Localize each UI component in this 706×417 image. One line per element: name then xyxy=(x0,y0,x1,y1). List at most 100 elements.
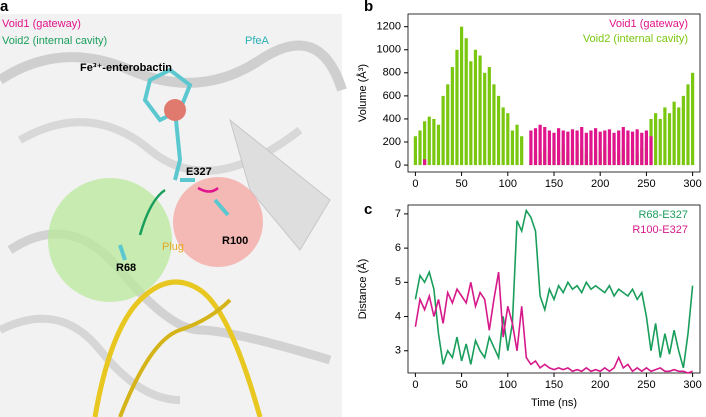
bar xyxy=(492,84,496,166)
bar xyxy=(455,49,459,166)
bar xyxy=(529,130,533,166)
bar xyxy=(672,101,676,166)
bar xyxy=(575,130,579,166)
bar xyxy=(501,107,505,166)
bar xyxy=(552,132,556,166)
x-tick-label: 100 xyxy=(499,379,517,391)
y-tick-label: 5 xyxy=(395,276,401,288)
x-tick-label: 200 xyxy=(591,379,609,391)
bar xyxy=(607,129,612,166)
legend-label: Void2 (internal cavity) xyxy=(2,35,107,47)
bar xyxy=(598,131,602,166)
y-tick-label: 3 xyxy=(395,345,401,357)
x-tick-label: 0 xyxy=(412,178,418,190)
x-tick-label: 200 xyxy=(591,178,609,190)
bar xyxy=(677,107,681,166)
ribbon xyxy=(0,40,347,92)
bar xyxy=(667,113,672,166)
bar xyxy=(446,84,450,166)
domain-label: Plug xyxy=(162,241,184,253)
y-tick-label: 200 xyxy=(383,136,401,148)
bar xyxy=(469,61,473,166)
x-axis-label: Time (ns) xyxy=(531,397,577,409)
x-tick-label: 50 xyxy=(455,379,467,391)
bar xyxy=(543,127,547,166)
bar xyxy=(691,72,695,166)
y-tick-label: 400 xyxy=(383,113,401,125)
bar xyxy=(413,136,417,166)
x-tick-label: 250 xyxy=(637,178,655,190)
x-tick-label: 100 xyxy=(499,178,517,190)
bar xyxy=(584,132,588,166)
x-tick-label: 150 xyxy=(545,379,563,391)
x-tick-label: 0 xyxy=(412,379,418,391)
iron-atom xyxy=(164,99,186,121)
plug-strand xyxy=(92,279,263,417)
bar xyxy=(423,121,427,166)
bar xyxy=(538,124,542,166)
bar xyxy=(520,136,524,166)
bar xyxy=(593,128,598,166)
bar xyxy=(427,116,431,166)
bar xyxy=(644,130,649,166)
panel-label: a xyxy=(0,0,9,15)
bar xyxy=(630,131,635,166)
bar xyxy=(436,124,441,166)
bar xyxy=(617,130,621,166)
bar xyxy=(640,132,644,166)
residue-label: R68 xyxy=(116,262,136,274)
bar xyxy=(566,131,570,166)
bar xyxy=(496,95,501,166)
x-tick-label: 250 xyxy=(637,379,655,391)
ribbon xyxy=(0,314,181,404)
sheet xyxy=(229,118,331,251)
y-tick-label: 1000 xyxy=(377,44,401,56)
bar xyxy=(423,159,427,166)
legend-label: Void1 (gateway) xyxy=(2,18,81,30)
bar xyxy=(432,118,436,166)
bar xyxy=(621,127,625,166)
bar xyxy=(649,136,653,166)
y-tick-label: 4 xyxy=(395,310,401,322)
legend-label: R100-E327 xyxy=(632,224,688,236)
bar xyxy=(547,130,551,166)
plug-strand xyxy=(118,298,232,417)
ligand-label: Fe³⁺-enterobactin xyxy=(80,62,172,74)
residue-label: R100 xyxy=(222,235,248,247)
x-tick-label: 50 xyxy=(455,178,467,190)
y-tick-label: 600 xyxy=(383,90,401,102)
bar xyxy=(557,128,561,166)
protein-label: PfeA xyxy=(245,35,270,47)
bar xyxy=(441,95,445,166)
bar xyxy=(686,84,690,166)
bar xyxy=(635,129,639,166)
bar xyxy=(487,67,491,166)
y-axis-label: Volume (Å³) xyxy=(356,64,369,122)
bar xyxy=(612,132,616,166)
y-tick-label: 1200 xyxy=(377,21,401,33)
bar xyxy=(561,130,565,166)
bar xyxy=(464,38,468,166)
bar xyxy=(473,49,478,166)
residue-sticks xyxy=(118,178,230,261)
bar xyxy=(450,67,454,166)
x-tick-label: 150 xyxy=(545,178,563,190)
legend-label: R68-E327 xyxy=(638,209,688,221)
bar xyxy=(663,107,667,166)
bar xyxy=(515,124,519,166)
arrow xyxy=(138,188,166,236)
bar xyxy=(603,130,607,166)
bar xyxy=(533,128,538,166)
x-tick-label: 300 xyxy=(683,379,701,391)
void2-sphere xyxy=(48,178,172,302)
residue-label: E327 xyxy=(186,166,212,178)
bar xyxy=(658,118,662,166)
arrow xyxy=(197,186,219,193)
bar xyxy=(580,127,584,166)
line xyxy=(414,208,694,369)
bar xyxy=(589,130,593,166)
y-tick-label: 6 xyxy=(395,242,401,254)
bar xyxy=(626,130,630,166)
